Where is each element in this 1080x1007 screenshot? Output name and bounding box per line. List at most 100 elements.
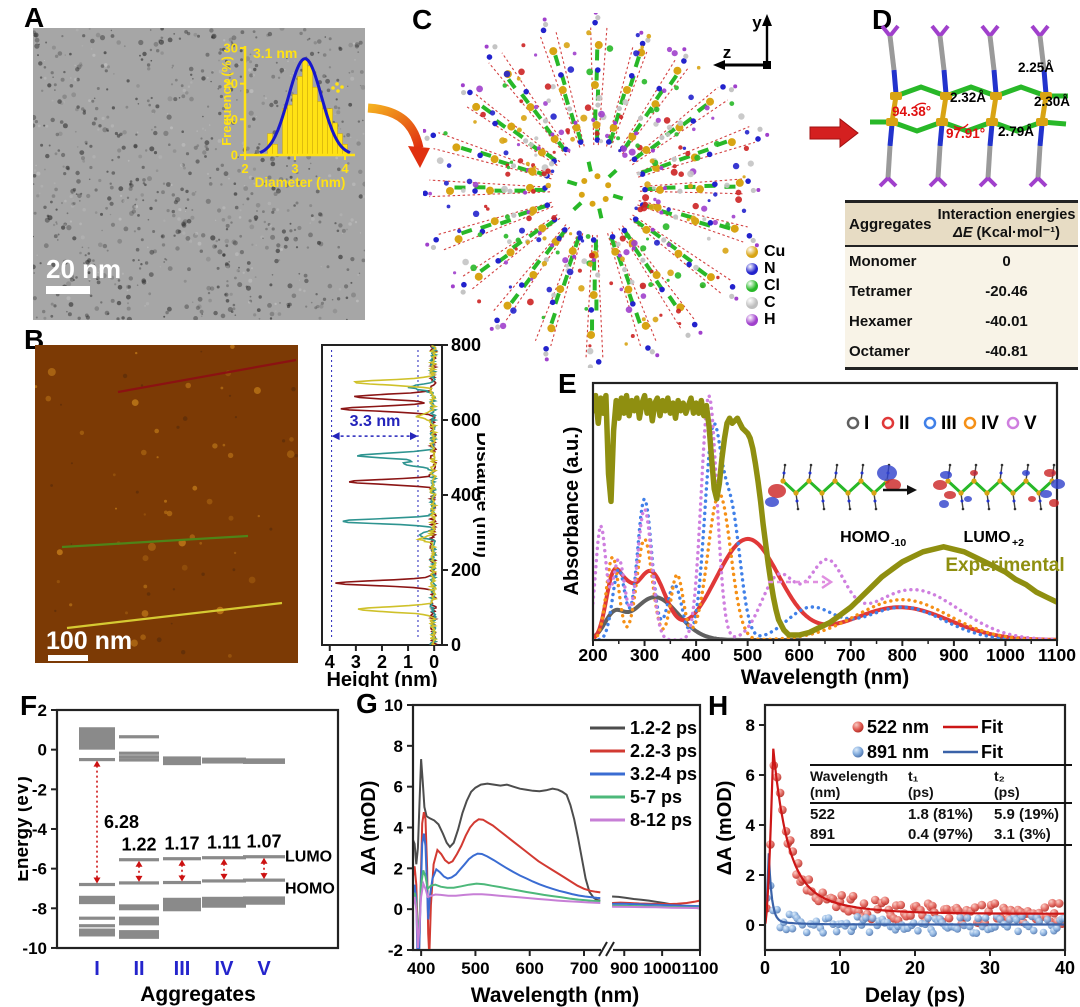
svg-text:700: 700 [570, 959, 598, 978]
data-point [1043, 915, 1052, 924]
data-point [963, 914, 972, 922]
ta-curves [414, 759, 699, 949]
energy-level [79, 898, 115, 902]
profile-line-2 [61, 534, 249, 549]
svg-text:600: 600 [785, 645, 814, 665]
energy-level [243, 760, 285, 764]
data-point [944, 913, 954, 923]
wavelength-axis-label: Wavelength (nm) [741, 666, 909, 689]
bond-length-label: 2.25Å [1018, 60, 1054, 75]
c-atom-icon [746, 296, 758, 309]
energy-level [119, 758, 159, 762]
panel-letter-c: C [412, 4, 433, 35]
legend-item-h: H [746, 311, 806, 328]
energy-level [243, 901, 285, 905]
profile-trace [353, 345, 439, 646]
svg-text:4: 4 [341, 161, 349, 176]
data-point [802, 928, 811, 937]
energy-level [119, 930, 159, 934]
fit-curve-522 nm [766, 748, 1064, 924]
fit-legend-label: Fit [981, 742, 1003, 762]
lumo-orbital-inset [933, 463, 1065, 511]
absorbance-chart: 200 300 400 500 600 700 800 900 1000 1100 Waveleng… [555, 368, 1080, 690]
gaussian-fit-curve [259, 57, 351, 155]
data-point [1029, 926, 1038, 935]
data-point [807, 887, 816, 896]
svg-text:3: 3 [351, 652, 361, 672]
ta-spectra-chart: 10 8 6 4 2 0 -2 400 500 600 700 900 1000 1100 Waveleng… [355, 688, 770, 1007]
delta-a-axis-label: ΔA (mOD) [714, 781, 736, 876]
svg-text:8: 8 [746, 716, 755, 735]
energy-level [163, 761, 201, 766]
energy-level [79, 732, 115, 736]
ta-series [414, 870, 601, 934]
data-point [929, 929, 937, 937]
table-header-row: Aggregates Interaction energies ΔE (Kcal… [845, 203, 1078, 248]
data-point [1035, 917, 1044, 926]
energy-level [202, 899, 246, 903]
series-III [594, 421, 1056, 639]
data-point [853, 913, 862, 921]
legend-item-cl: Cl [746, 277, 806, 294]
data-point [909, 919, 918, 927]
energy-level [243, 855, 285, 859]
header-interaction-energies: Interaction energies ΔE (Kcal·mol⁻¹) [937, 207, 1076, 242]
svg-text:40: 40 [1055, 958, 1075, 978]
scale-bar [46, 286, 90, 294]
svg-text:10: 10 [384, 696, 403, 715]
lumo-label: LUMO [963, 529, 1010, 546]
energy-level [202, 904, 246, 908]
svg-text:-4: -4 [32, 820, 48, 839]
energy-level [79, 882, 115, 887]
legend-item-cu: Cu [746, 243, 806, 260]
data-point [788, 924, 797, 933]
table-row: Monomer 0 [849, 253, 1011, 271]
legend-marker-III [923, 416, 937, 430]
energy-level [79, 757, 115, 762]
aggregates-axis-label: Aggregates [140, 983, 256, 1006]
svg-text:0: 0 [746, 916, 755, 935]
energy-level [119, 919, 159, 923]
width-annotation: 3.3 nm [350, 413, 401, 430]
data-point [869, 914, 877, 922]
h-atom-icon [746, 313, 758, 326]
histogram-bar [287, 104, 293, 156]
data-point [972, 929, 981, 937]
profile-line-1 [117, 358, 297, 394]
svg-text:4: 4 [394, 819, 404, 838]
spectra-curves [594, 389, 1056, 639]
wheel-canvas [423, 13, 770, 368]
legend-label: 5-7 ps [630, 787, 682, 807]
legend-label: II [899, 413, 910, 434]
data-point [832, 927, 841, 936]
data-point [862, 914, 870, 922]
homo-label: HOMO [840, 529, 890, 546]
svg-text:0: 0 [394, 900, 403, 919]
svg-text:2: 2 [38, 701, 47, 720]
data-point [837, 891, 846, 900]
transition-arrow-icon [907, 485, 917, 495]
svg-text:1100: 1100 [682, 959, 719, 978]
experimental-label: Experimental [945, 555, 1064, 576]
svg-text:2: 2 [394, 859, 403, 878]
ta-series [414, 880, 601, 949]
panel-letter-g: G [356, 688, 378, 719]
cl-atom-icon [746, 279, 758, 292]
fit-legend-label: Fit [981, 717, 1003, 737]
data-point [1048, 898, 1057, 908]
svg-text:6: 6 [746, 766, 755, 785]
svg-text:600: 600 [516, 959, 544, 978]
legend-item-c: C [746, 294, 806, 311]
energy-level [119, 755, 159, 759]
absorbance-axis-label: Absorbance (a.u.) [561, 427, 583, 596]
tem-image: 20 nm 0 10 20 30 2 3 4 Diameter (nm) Frequency (%… [33, 28, 365, 320]
energy-level [119, 881, 159, 885]
svg-text:8: 8 [394, 737, 403, 756]
legend-marker-IV [963, 416, 977, 430]
table-row: Tetramer -20.46 [849, 283, 1028, 301]
legend-label: 3.2-4 ps [630, 764, 697, 784]
ta-series [414, 833, 601, 949]
svg-text:0: 0 [231, 148, 238, 163]
table-row: 891 0.4 (97%) 3.1 (3%) [810, 826, 1051, 844]
